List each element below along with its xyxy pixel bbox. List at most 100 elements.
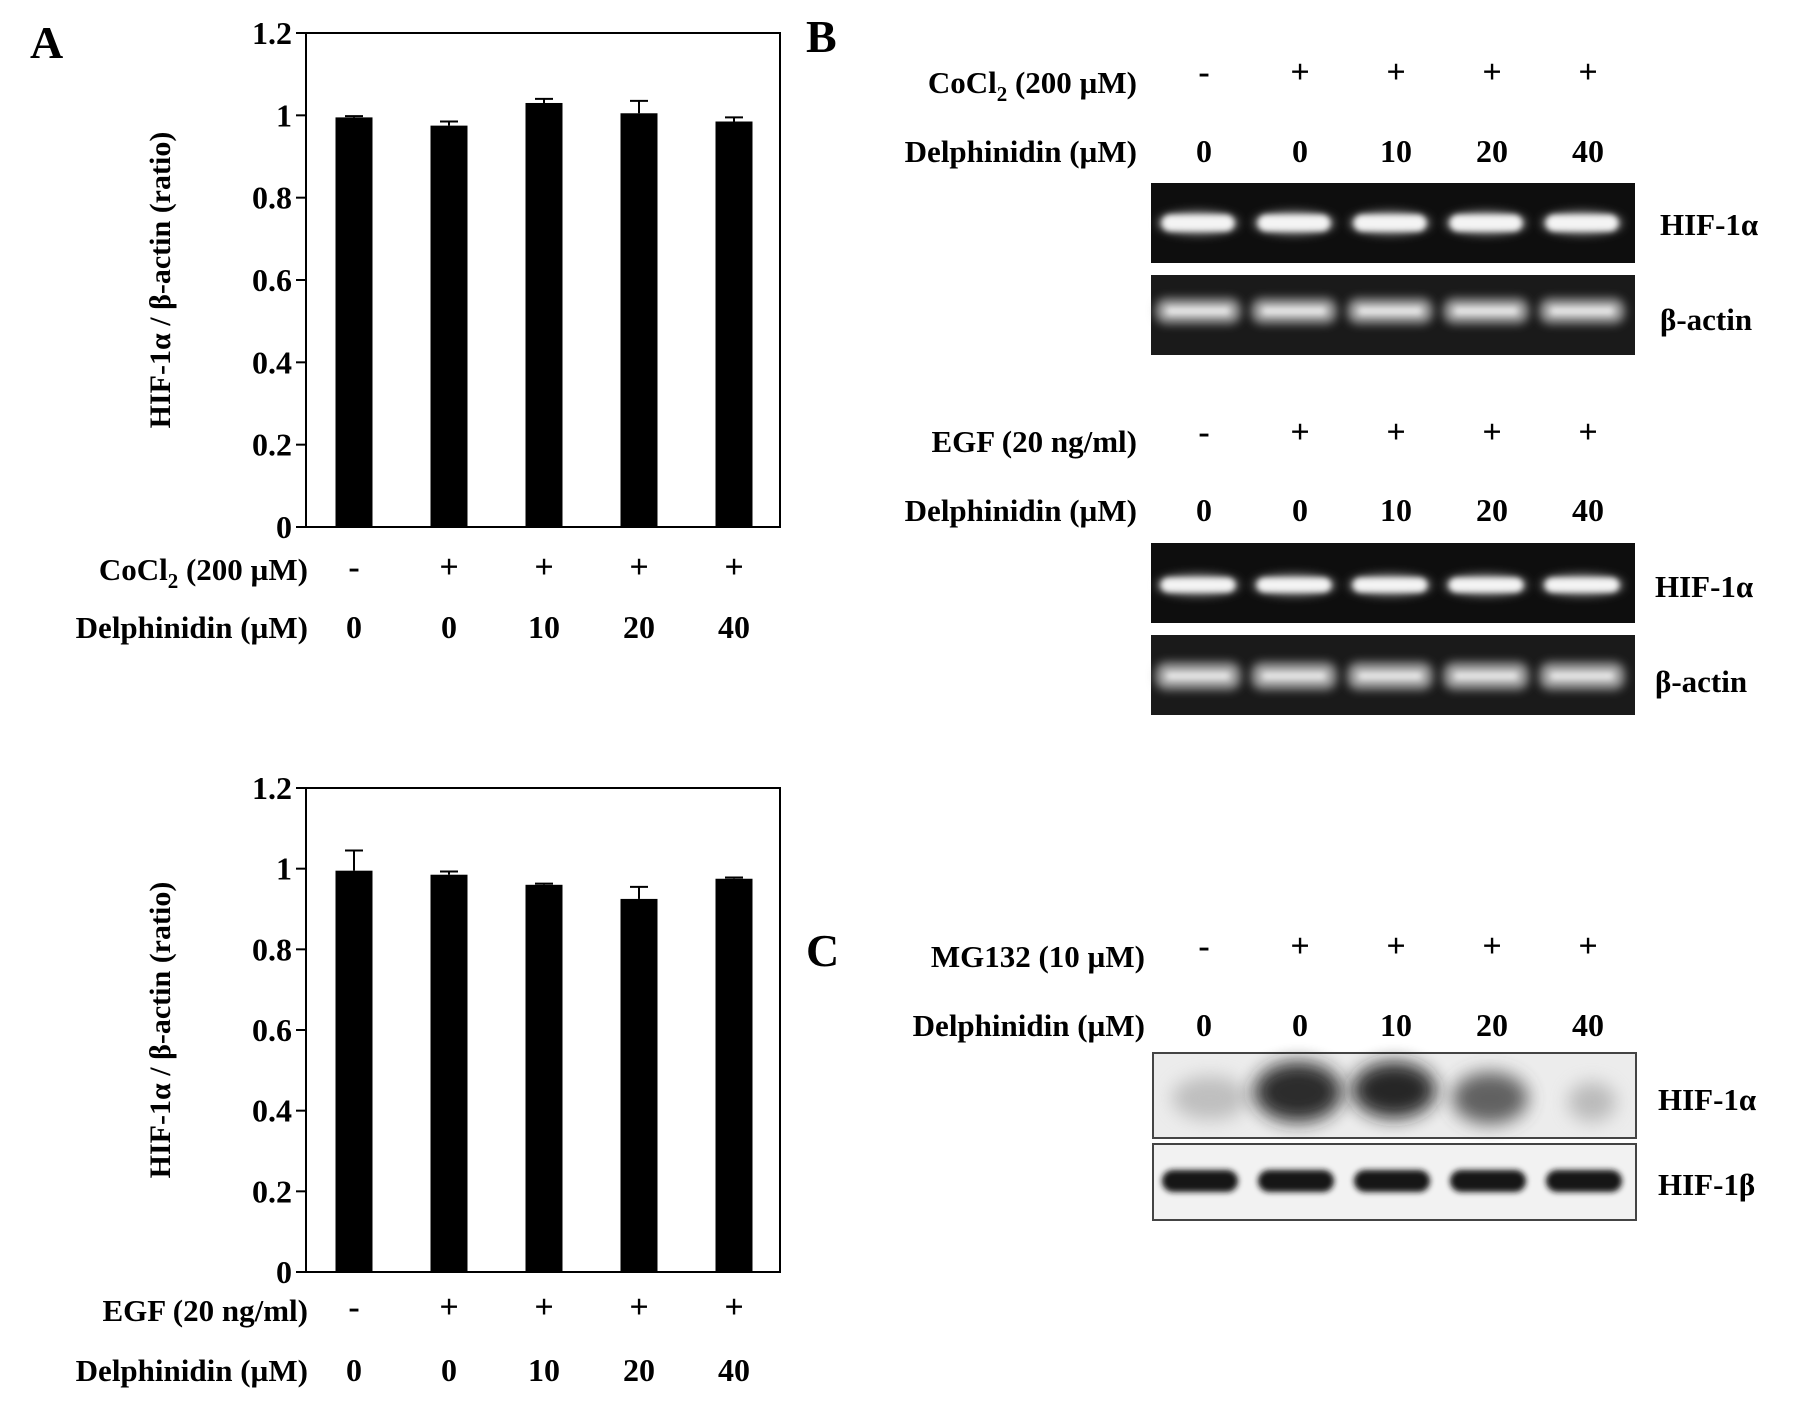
bar-chart-cocl2: 0 0.2 0.4 0.6 0.8 1 1.2 HIF-1α / β-actin (rati… [144,15,781,545]
lane-sign: + [439,1289,458,1326]
dose-row: 0 0 10 20 40 [346,1352,750,1388]
band-core [1166,672,1230,680]
lane-sign: - [1198,928,1209,965]
dose-row: 0 0 10 20 40 [1196,1007,1604,1043]
band [1352,1062,1436,1118]
lane-dose: 20 [1476,133,1508,169]
band [1258,215,1330,231]
lane-sign: + [1482,414,1501,451]
lane-dose: 20 [623,1352,655,1388]
lane-dose: 10 [1380,492,1412,528]
lane-dose: 40 [718,1352,750,1388]
y-tick-label: 0 [276,1254,292,1290]
band [1449,578,1523,592]
bars [335,849,753,1272]
lane-sign: + [724,1289,743,1326]
lane-sign: + [1578,928,1597,965]
hif1a-label: HIF-1α [1660,207,1758,242]
bar [620,113,658,528]
bar [715,121,753,527]
sign-row: - + + + + [1198,54,1597,91]
band-core [1262,307,1326,315]
hif1a-label: HIF-1α [1655,569,1753,604]
bar-chart-egf: 0 0.2 0.4 0.6 0.8 1 1.2 HIF-1α / β-actin (rati… [144,770,781,1290]
egf-label: EGF (20 ng/ml) [102,1293,308,1328]
lane-dose: 0 [346,609,362,645]
band [1545,578,1619,592]
dose-row: 0 0 10 20 40 [1196,133,1604,169]
y-tick-label: 0.2 [252,1173,292,1209]
band [1568,1082,1616,1122]
band [1450,1170,1526,1192]
y-axis-label: HIF-1α / β-actin (ratio) [144,132,177,429]
lane-sign: + [1482,928,1501,965]
bactin-label: β-actin [1655,664,1747,699]
mg132-label: MG132 (10 µM) [931,939,1145,974]
y-axis-label: HIF-1α / β-actin (ratio) [144,882,177,1179]
lane-dose: 0 [1292,492,1308,528]
band [1162,1170,1238,1192]
sign-row: - + + + + [1198,414,1597,451]
y-tick-label: 0.4 [252,1093,292,1129]
lane-sign: + [1578,414,1597,451]
band [1257,578,1331,592]
y-tick-label: 1.2 [252,770,292,806]
lane-dose: 40 [1572,492,1604,528]
band [1254,1062,1342,1122]
y-ticks: 0 0.2 0.4 0.6 0.8 1 1.2 [252,770,306,1290]
band [1546,1170,1622,1192]
lane-sign: - [1198,54,1209,91]
band [1452,1072,1528,1124]
y-ticks: 0 0.2 0.4 0.6 0.8 1 1.2 [252,15,306,545]
lane-dose: 20 [1476,1007,1508,1043]
lane-dose: 0 [1196,492,1212,528]
band-core [1262,672,1326,680]
lane-sign: + [629,549,648,586]
lane-dose: 40 [1572,1007,1604,1043]
lane-dose: 10 [528,1352,560,1388]
bar [525,102,563,527]
dose-row: 0 0 10 20 40 [1196,492,1604,528]
bands-hif1b [1162,1170,1622,1192]
band-core [1550,672,1614,680]
lane-sign: + [1290,928,1309,965]
lane-sign: + [1482,54,1501,91]
band [1353,578,1427,592]
delphinidin-label: Delphinidin (µM) [913,1008,1145,1043]
blot-mg132: MG132 (10 µM) Delphinidin (µM) - + + + + 0 0 1… [913,928,1756,1221]
y-tick-label: 0.6 [252,262,292,298]
cocl2-label: CoCl2 (200 µM) [99,552,308,593]
lane-sign: + [1290,414,1309,451]
bands-hif1a [1172,1062,1616,1124]
bar [715,878,753,1272]
band-core [1358,307,1422,315]
y-tick-label: 1.2 [252,15,292,51]
lane-dose: 0 [1292,133,1308,169]
lane-sign: - [1198,414,1209,451]
lane-dose: 40 [718,609,750,645]
lane-sign: - [348,1289,359,1326]
band [1162,215,1234,231]
delphinidin-label: Delphinidin (µM) [76,1353,308,1388]
y-tick-label: 0 [276,509,292,545]
y-tick-label: 0.8 [252,180,292,216]
y-tick-label: 0.4 [252,344,292,380]
delphinidin-label: Delphinidin (µM) [76,610,308,645]
bar [430,874,468,1272]
panel-label-a: A [30,17,63,68]
bands-bactin [1156,663,1624,689]
lane-sign: + [534,549,553,586]
egf-label: EGF (20 ng/ml) [931,424,1137,459]
lane-dose: 0 [1292,1007,1308,1043]
band-core [1358,672,1422,680]
lane-dose: 10 [528,609,560,645]
band [1172,1076,1248,1120]
sign-row: - + + + + [348,549,743,586]
lane-sign: + [629,1289,648,1326]
lane-dose: 20 [1476,492,1508,528]
lane-dose: 10 [1380,1007,1412,1043]
lane-dose: 0 [1196,1007,1212,1043]
band [1450,215,1522,231]
